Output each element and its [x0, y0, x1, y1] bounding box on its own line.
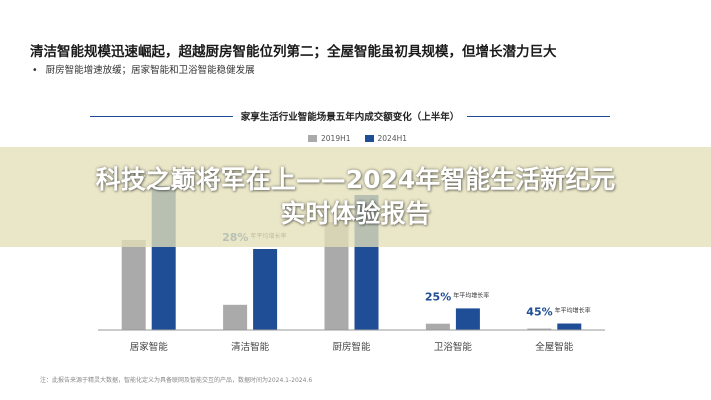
x-tick-label-1: 居家智能: [130, 341, 169, 353]
title-rule-left: [90, 115, 233, 117]
legend-label-2024: 2024H1: [377, 134, 408, 143]
growth-annotation-4: 25% 年平均增长率: [425, 290, 489, 303]
overlay-banner: [0, 147, 711, 247]
bar-2024h1-2: [253, 249, 278, 330]
bar-2019h1-2: [223, 304, 248, 330]
overlay-line-2: 实时体验报告: [280, 199, 431, 228]
chart-title: 家享生活行业智能场景五年内成交额变化（上半年）: [240, 112, 460, 123]
growth-annotation-5: 45% 年平均增长率: [526, 306, 590, 319]
legend-swatch-2024: [364, 135, 374, 142]
legend-label-2019: 2019H1: [321, 134, 351, 143]
title-rule-right: [467, 115, 611, 117]
bar-2019h1-5: [527, 328, 552, 330]
x-tick-label-3: 厨房智能: [332, 341, 371, 353]
bar-2019h1-1: [121, 240, 146, 330]
x-tick-label-5: 全屋智能: [535, 341, 574, 353]
footnote: 注：此报告来源于精灵大数据，智能化定义为具备联网及智能交互的产品，数据时间为20…: [40, 377, 313, 384]
legend: 2019H1 2024H1: [308, 134, 407, 143]
overlay-line-1: 科技之巅将军在上——2024年智能生活新纪元: [95, 165, 616, 194]
bar-2024h1-5: [557, 323, 582, 330]
bar-2019h1-4: [425, 323, 450, 330]
legend-item-2019: 2019H1: [308, 134, 351, 143]
legend-item-2024: 2024H1: [364, 134, 408, 143]
x-tick-label-2: 清洁智能: [231, 341, 270, 353]
x-tick-label-4: 卫浴智能: [434, 341, 473, 353]
legend-swatch-2019: [308, 135, 317, 142]
bar-2024h1-4: [455, 308, 480, 330]
chart-title-row: 家享生活行业智能场景五年内成交额变化（上半年）: [90, 108, 611, 124]
bullet-text: 厨房智能增速放缓；居家智能和卫浴智能稳健发展: [32, 62, 255, 76]
headline: 清洁智能规模迅速崛起，超越厨房智能位列第二；全屋智能虽初具规模，但增长潜力巨大: [30, 44, 557, 60]
overlay-text: 科技之巅将军在上——2024年智能生活新纪元 实时体验报告: [0, 163, 711, 231]
